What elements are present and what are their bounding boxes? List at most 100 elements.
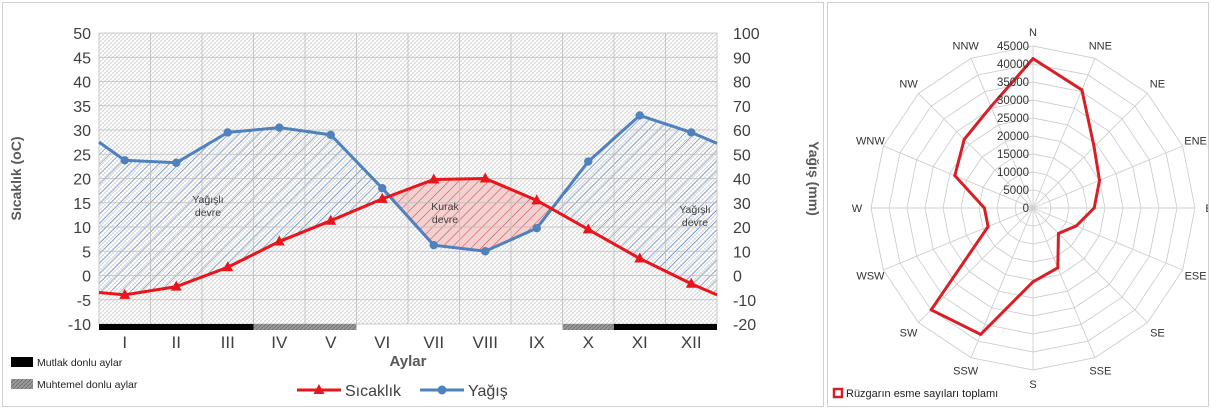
legend-sicaklik-label: Sıcaklık (345, 383, 402, 400)
yagis-point (120, 156, 129, 165)
direction-label: ENE (1184, 136, 1207, 148)
radar-spoke (918, 93, 1034, 209)
direction-label: SW (900, 327, 918, 339)
direction-label: S (1029, 379, 1036, 391)
period-annotation: Yağışlı (192, 194, 223, 206)
y-left-axis-title: Sıcaklık (oC) (8, 136, 24, 220)
climate-chart-panel: -10 -5 0 5 10 15 20 25 30 35 40 45 50 -20 -10 0 10 20 30 40… (2, 2, 824, 407)
y-left-tick-label: 25 (73, 147, 91, 164)
y-right-tick-label: 70 (733, 99, 751, 116)
x-tick-label: V (325, 333, 337, 352)
wind-direction-point (929, 308, 933, 312)
radial-tick-label: 0 (1023, 203, 1029, 215)
wind-direction-point (989, 105, 993, 109)
wind-direction-point (1092, 206, 1096, 210)
y-right-tick-label: -10 (733, 293, 756, 310)
x-tick-label: VIII (472, 333, 498, 352)
wind-direction-point (986, 225, 990, 229)
y-left-tick-label: 5 (82, 244, 91, 261)
sicaklik-point (325, 214, 337, 225)
period-fill (389, 179, 434, 246)
wind-direction-point (1098, 178, 1102, 182)
radar-legend-label: Rüzgarın esme sayıları toplamı (846, 388, 998, 400)
frost-bar-segment (665, 324, 717, 330)
y-left-tick-label: 0 (82, 269, 91, 286)
radial-tick-label: 10000 (997, 167, 1029, 179)
sicaklik-point (376, 192, 388, 203)
radial-tick-label: 5000 (1003, 185, 1029, 197)
climate-diagram-chart: -10 -5 0 5 10 15 20 25 30 35 40 45 50 -20 -10 0 10 20 30 40… (8, 26, 822, 400)
direction-label: ESE (1185, 270, 1207, 282)
y-left-tick-label: 20 (73, 172, 91, 189)
radar-spoke (918, 207, 1034, 323)
radar-spoke (883, 207, 1034, 271)
frost-bar-segment (202, 324, 254, 330)
wind-direction-point (1031, 280, 1035, 284)
wind-direction-point (1031, 57, 1035, 61)
frost-bar-segment (150, 324, 202, 330)
sicaklik-point (222, 261, 234, 272)
sicaklik-point (479, 172, 491, 183)
frost-bar-segment (614, 324, 666, 330)
wind-direction-point (1080, 88, 1084, 92)
x-tick-label: XII (681, 333, 702, 352)
y-left-tick-label: 45 (73, 50, 91, 67)
sicaklik-point (531, 194, 543, 205)
radial-tick-label: 35000 (997, 77, 1029, 89)
radar-spoke (1032, 145, 1183, 209)
frost-bar-segment (99, 324, 151, 330)
sicaklik-point (428, 173, 440, 184)
period-annotation: devre (682, 217, 708, 229)
y-right-tick-label: 100 (733, 26, 760, 43)
x-axis-title: Aylar (390, 353, 427, 370)
direction-label: SSE (1089, 366, 1111, 378)
radial-tick-label: 30000 (997, 95, 1029, 107)
radar-spoke (970, 58, 1034, 209)
direction-label: SSW (953, 366, 979, 378)
sicaklik-point (582, 223, 594, 234)
direction-label: NW (899, 79, 918, 91)
x-tick-label: IV (271, 333, 288, 352)
direction-label: NE (1150, 79, 1165, 91)
x-tick-label: XI (632, 333, 648, 352)
frost-bar-segment (562, 324, 614, 330)
y-left-tick-label: 30 (73, 123, 91, 140)
y-right-tick-label: -20 (733, 317, 756, 334)
direction-label: NNW (953, 40, 980, 52)
radar-spoke (1032, 207, 1183, 271)
direction-label: WSW (856, 270, 885, 282)
y-left-tick-label: 10 (73, 220, 91, 237)
y-left-tick-label: 35 (73, 99, 91, 116)
sicaklik-point (119, 288, 131, 299)
x-tick-label: II (172, 333, 181, 352)
period-annotation: Yağışlı (679, 204, 710, 216)
wind-direction-point (1056, 231, 1060, 235)
wind-direction-point (1056, 266, 1060, 270)
y-right-tick-label: 30 (733, 196, 751, 213)
y-left-tick-label: 15 (73, 196, 91, 213)
y-right-axis-title: Yağış (mm) (806, 141, 822, 216)
yagis-point (532, 224, 541, 233)
period-fill (99, 142, 125, 295)
radar-spoke (883, 145, 1034, 209)
y-right-tick-label: 10 (733, 244, 751, 261)
sicaklik-point (273, 235, 285, 246)
y-right-tick-label: 80 (733, 75, 751, 92)
radial-tick-label: 40000 (997, 59, 1029, 71)
radial-tick-label: 45000 (997, 41, 1029, 53)
wind-direction-point (962, 137, 966, 141)
radar-spoke (1032, 207, 1096, 358)
legend-sicaklik-marker (313, 384, 325, 394)
yagis-point (687, 128, 696, 137)
sicaklik-line (98, 176, 718, 297)
direction-label: SE (1150, 327, 1165, 339)
legend-yagis-marker (437, 385, 447, 395)
frost-bar-segment (253, 324, 305, 330)
period-annotation: Kurak (431, 201, 459, 213)
y-left-tick-label: -10 (68, 317, 91, 334)
sicaklik-point (170, 280, 182, 291)
yagis-point (584, 157, 593, 166)
wind-rose-chart: 0 5000 10000 15000 20000 25000 30000 35000 40000… (832, 27, 1208, 400)
frost-legend-label: Muhtemel donlu aylar (37, 379, 138, 391)
y-right-tick-label: 90 (733, 50, 751, 67)
